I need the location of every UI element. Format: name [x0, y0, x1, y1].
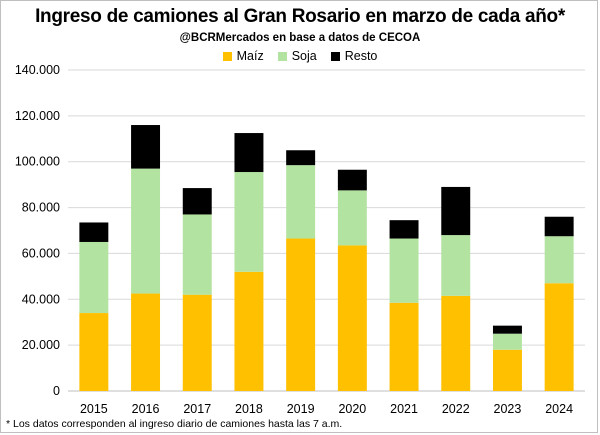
x-tick-label: 2024 [545, 402, 573, 416]
y-tick-label: 0 [53, 384, 60, 398]
x-tick-label: 2021 [390, 402, 418, 416]
legend-item-resto: Resto [330, 49, 378, 63]
bar-segment-maiz [441, 295, 471, 391]
y-tick-label: 40.000 [22, 292, 60, 306]
x-tick-label: 2022 [442, 402, 470, 416]
bar-segment-soja [79, 241, 109, 314]
legend-item-maiz: Maíz [222, 49, 264, 63]
legend-label-soja: Soja [291, 49, 317, 63]
bar-segment-resto [441, 186, 471, 236]
bar-segment-resto [182, 188, 212, 215]
y-tick-label: 100.000 [15, 155, 60, 169]
bar-segment-resto [234, 133, 264, 173]
chart-title: Ingreso de camiones al Gran Rosario en m… [35, 6, 565, 27]
bar-segment-maiz [337, 245, 367, 391]
bar-segment-soja [492, 333, 522, 350]
x-tick-label: 2016 [132, 402, 160, 416]
y-tick-label: 140.000 [15, 63, 60, 77]
bar-segment-resto [544, 216, 574, 237]
y-tick-label: 80.000 [22, 201, 60, 215]
chart-legend: Maíz Soja Resto [0, 49, 600, 63]
y-tick-label: 20.000 [22, 338, 60, 352]
bar-segment-maiz [131, 293, 161, 391]
x-tick-label: 2019 [287, 402, 315, 416]
bar-segment-resto [337, 169, 367, 191]
bar-segment-soja [131, 168, 161, 294]
legend-item-soja: Soja [277, 49, 317, 63]
bar-segment-resto [389, 220, 419, 239]
bar-segment-maiz [492, 349, 522, 391]
bar-segment-maiz [389, 302, 419, 391]
bar-segment-soja [286, 165, 316, 239]
y-tick-label: 60.000 [22, 246, 60, 260]
x-tick-label: 2020 [338, 402, 366, 416]
bar-segment-resto [131, 125, 161, 169]
bar-segment-maiz [182, 294, 212, 391]
x-tick-label: 2023 [494, 402, 522, 416]
bar-segment-resto [286, 150, 316, 166]
x-tick-label: 2017 [183, 402, 211, 416]
bar-segment-maiz [544, 283, 574, 391]
x-tick-label: 2015 [80, 402, 108, 416]
legend-swatch-resto [330, 51, 340, 61]
bar-segment-maiz [286, 238, 316, 391]
bar-segment-soja [441, 235, 471, 296]
bar-segment-soja [337, 190, 367, 246]
bar-segment-soja [544, 236, 574, 284]
legend-label-resto: Resto [344, 49, 378, 63]
bar-segment-soja [182, 214, 212, 295]
bar-segment-resto [79, 222, 109, 242]
bar-segment-soja [389, 238, 419, 303]
chart-subtitle: @BCRMercados en base a datos de CECOA [179, 32, 421, 44]
y-tick-label: 120.000 [15, 109, 60, 123]
legend-swatch-maiz [222, 51, 232, 61]
bar-segment-soja [234, 172, 264, 272]
legend-label-maiz: Maíz [236, 49, 264, 63]
legend-swatch-soja [277, 51, 287, 61]
footnote: * Los datos corresponden al ingreso diar… [6, 418, 343, 430]
bar-segment-resto [492, 325, 522, 334]
bar-segment-maiz [79, 313, 109, 391]
bar-segment-maiz [234, 271, 264, 391]
x-tick-label: 2018 [235, 402, 263, 416]
